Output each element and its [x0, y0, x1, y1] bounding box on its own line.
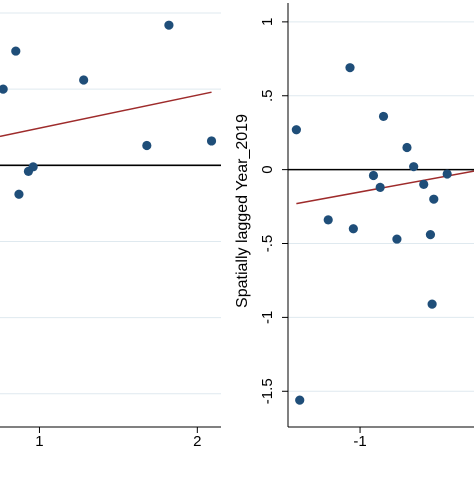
right-data-point — [442, 169, 452, 179]
right-data-point — [392, 234, 402, 244]
right-data-point — [291, 125, 301, 135]
right-data-point — [348, 224, 358, 234]
left-x-tick-label: 2 — [193, 433, 201, 450]
right-data-point — [345, 63, 355, 73]
right-data-point — [402, 142, 412, 153]
right-data-point — [295, 395, 305, 405]
left-data-point — [11, 46, 21, 56]
right-y-tick-label: -1.5 — [259, 378, 276, 404]
right-data-point — [429, 194, 439, 204]
right-y-tick-label: -.5 — [259, 235, 276, 253]
right-data-point — [425, 230, 436, 240]
right-data-point — [427, 299, 437, 309]
right-y-tick-label: 1 — [259, 18, 276, 26]
right-data-point — [375, 182, 385, 192]
left-fit-line — [0, 91, 212, 138]
left-data-point — [164, 20, 174, 30]
left-x-tick-label: 1 — [35, 433, 43, 450]
right-data-point — [419, 179, 429, 190]
left-data-point — [142, 140, 152, 151]
right-data-point — [378, 111, 389, 122]
left-data-point — [206, 136, 217, 146]
left-data-point — [28, 162, 38, 172]
right-y-tick-label: .5 — [259, 89, 276, 102]
left-data-point — [0, 84, 8, 94]
right-data-point — [409, 162, 419, 172]
y-axis-title: Spatially lagged Year_2019 — [234, 114, 251, 308]
left-data-point — [79, 75, 89, 85]
right-y-tick-label: 0 — [259, 165, 276, 173]
left-data-point — [14, 189, 24, 199]
right-scatter-panel: -1 1 .5 0 -.5 -1 -1.5 Spatially lagged Year_201… — [234, 3, 474, 450]
right-data-point — [368, 170, 379, 181]
right-x-tick-label: -1 — [353, 433, 366, 450]
right-data-point — [323, 215, 333, 225]
right-y-tick-label: -1 — [259, 311, 276, 324]
